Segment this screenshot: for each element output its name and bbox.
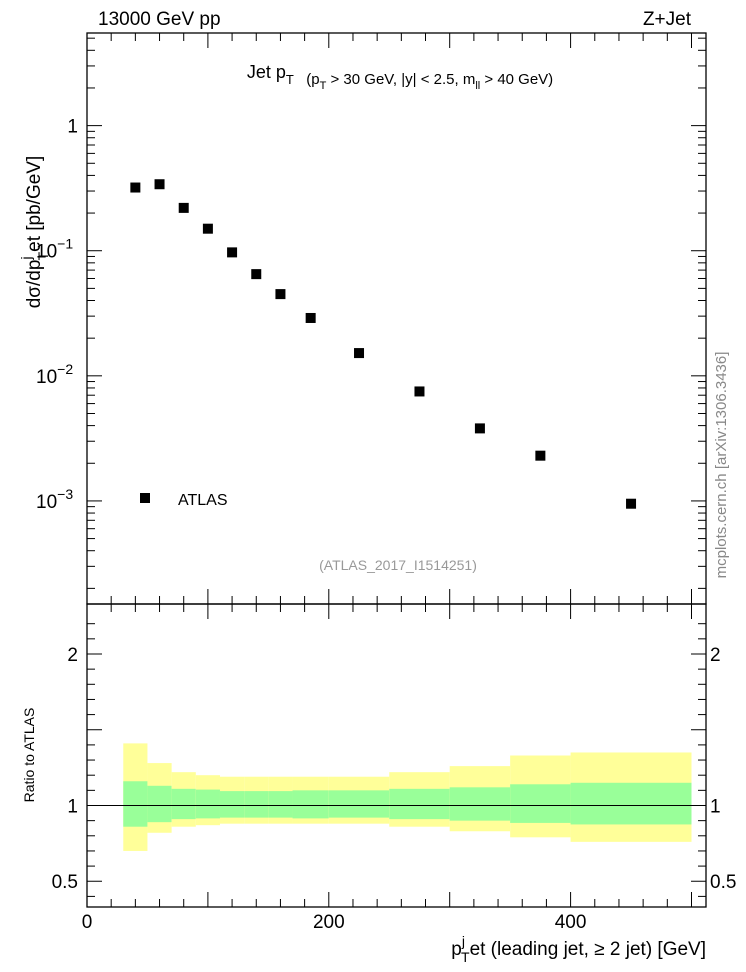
x-label-tail: et (leading jet, ≥ 2 jet) [GeV] bbox=[470, 939, 706, 960]
main-y-tick-label: 1 bbox=[67, 117, 78, 138]
inner-band-bin bbox=[449, 787, 511, 821]
data-point-atlas bbox=[130, 182, 141, 193]
x-tick-label: 400 bbox=[555, 912, 587, 933]
data-point-atlas bbox=[251, 269, 262, 280]
data-point-atlas bbox=[626, 498, 637, 509]
ratio-y-tick-label-right: 0.5 bbox=[710, 872, 736, 893]
title-cut-part: T bbox=[320, 80, 327, 92]
plot-title: Jet pT (pT > 30 GeV, |y| < 2.5, mll > 40… bbox=[247, 62, 553, 92]
data-point-atlas bbox=[178, 202, 189, 213]
inner-band-bin bbox=[147, 785, 172, 823]
watermark: mcplots.cern.ch [arXiv:1306.3436] bbox=[713, 352, 730, 579]
ratio-y-tick-label: 1 bbox=[67, 796, 78, 817]
ratio-y-tick-label-right: 2 bbox=[710, 645, 721, 666]
ratio-y-axis-label: Ratio to ATLAS bbox=[21, 708, 37, 803]
inner-band-bin bbox=[328, 790, 390, 818]
data-point-atlas bbox=[275, 289, 286, 300]
header-right-label: Z+Jet bbox=[643, 9, 692, 30]
data-point-atlas bbox=[474, 423, 485, 434]
y-label-tail: et [pb/GeV] bbox=[24, 156, 45, 252]
title-cut-part: > 30 GeV, |y| < 2.5, m bbox=[326, 71, 475, 88]
data-point-atlas bbox=[227, 247, 238, 258]
title-cut-part: (p bbox=[306, 71, 319, 88]
title-cut-part: > 40 GeV) bbox=[480, 71, 553, 88]
x-tick-label: 200 bbox=[313, 912, 345, 933]
main-y-tick-label: 10−2 bbox=[36, 361, 73, 388]
y-label-sup: j bbox=[18, 256, 34, 260]
data-point-atlas bbox=[305, 312, 316, 323]
main-y-tick-label: 10−1 bbox=[36, 236, 73, 263]
x-axis-label: pj Tet (leading jet, ≥ 2 jet) [GeV] bbox=[451, 933, 706, 965]
data-point-atlas bbox=[354, 348, 365, 359]
inner-band-bin bbox=[389, 788, 450, 820]
data-points bbox=[130, 179, 637, 509]
inner-band-bin bbox=[195, 789, 220, 819]
x-label-sub: T bbox=[461, 949, 470, 965]
inner-band-bin bbox=[292, 790, 329, 819]
inner-band-bin bbox=[268, 791, 293, 818]
header-left-label: 13000 GeV pp bbox=[98, 9, 221, 30]
inner-band-bin bbox=[244, 791, 269, 818]
data-point-atlas bbox=[535, 450, 546, 461]
title-main: Jet p bbox=[247, 62, 286, 82]
ratio-y-tick-label: 2 bbox=[67, 645, 78, 666]
analysis-id-annotation: (ATLAS_2017_I1514251) bbox=[319, 557, 477, 573]
main-y-axis-label: dσ/dpjTet [pb/GeV] bbox=[18, 156, 51, 309]
title-cut-part: ll bbox=[475, 80, 480, 92]
tick-labels: 1 10−1 10−2 10−3 0 200 400 0.5 0.5 1 1 2 2 bbox=[36, 117, 736, 933]
data-point-atlas bbox=[414, 386, 425, 397]
ratio-y-tick-label: 0.5 bbox=[52, 872, 78, 893]
title-main-sub: T bbox=[286, 72, 294, 87]
main-panel-frame bbox=[86, 32, 707, 605]
x-label-sup: j bbox=[461, 933, 465, 949]
inner-band-bin bbox=[123, 781, 148, 827]
main-y-tick-label: 10−3 bbox=[36, 486, 73, 513]
inner-band-bin bbox=[219, 791, 245, 818]
ratio-y-tick-label-right: 1 bbox=[710, 796, 721, 817]
inner-band-bin bbox=[510, 784, 571, 823]
ratio-panel-frame bbox=[86, 603, 707, 908]
y-label-head: dσ/dp bbox=[24, 260, 45, 309]
legend-label-atlas: ATLAS bbox=[178, 492, 228, 509]
inner-band-bin bbox=[570, 782, 692, 825]
data-point-atlas bbox=[202, 223, 213, 234]
uncertainty-bands bbox=[123, 743, 692, 851]
data-point-atlas bbox=[154, 179, 165, 190]
inner-band-bin bbox=[171, 788, 196, 820]
legend-marker-atlas bbox=[140, 493, 150, 503]
y-label-sub: T bbox=[35, 251, 51, 260]
x-label-head: p bbox=[451, 939, 462, 960]
x-tick-label: 0 bbox=[82, 912, 93, 933]
